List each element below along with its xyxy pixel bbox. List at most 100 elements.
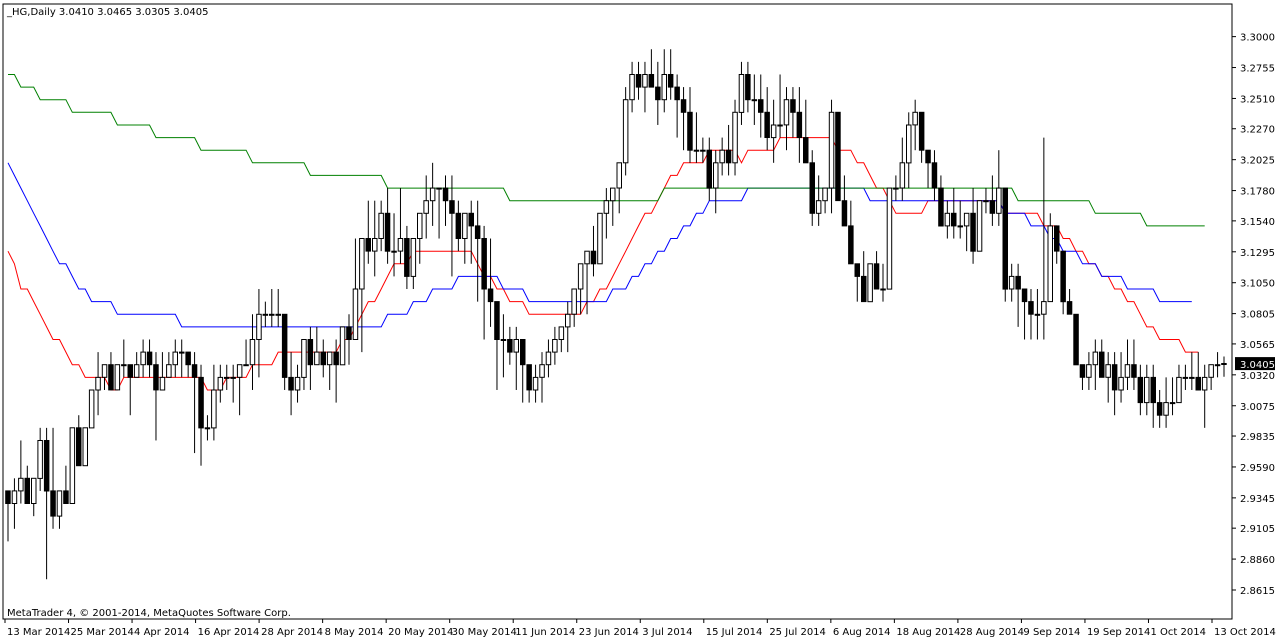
candle: [1060, 250, 1066, 315]
y-tick-label: 3.0805: [1240, 310, 1275, 321]
time-axis[interactable]: 13 Mar 2014 25 Mar 2014 4 Apr 2014 16 Apr 2…: [4, 619, 1276, 638]
bull-candle-body: [1182, 376, 1189, 379]
bull-candle-body: [886, 187, 893, 290]
bear-candle-body: [635, 74, 642, 88]
candle: [236, 364, 243, 416]
bear-candle-body: [758, 99, 764, 113]
bear-candle-body: [108, 364, 114, 391]
candle: [893, 175, 899, 201]
bear-candle-body: [667, 74, 674, 88]
bear-candle-body: [796, 111, 803, 139]
bear-candle-body: [1079, 364, 1086, 378]
bull-candle-body: [121, 364, 127, 367]
bear-candle-body: [442, 187, 449, 202]
candle: [1150, 364, 1156, 428]
bear-candle-body: [50, 490, 56, 517]
candle: [172, 339, 178, 378]
candle: [751, 74, 758, 125]
candle: [95, 352, 101, 416]
candle: [944, 200, 951, 239]
candle: [822, 187, 828, 214]
candle: [1028, 289, 1034, 340]
bull-candle-body: [1163, 402, 1169, 416]
bull-candle-body: [262, 313, 269, 316]
bull-candle-body: [944, 212, 951, 227]
candle: [796, 87, 803, 163]
y-tick-label: 2.9345: [1240, 494, 1275, 505]
candle: [320, 339, 326, 378]
candle: [577, 263, 584, 315]
candle: [410, 238, 417, 290]
candle: [256, 289, 262, 378]
candle: [635, 61, 642, 100]
x-tick-label: 25 Jul 2014: [769, 627, 826, 638]
candle: [365, 200, 371, 264]
bear-candle-body: [198, 376, 204, 429]
y-tick-label: 3.2510: [1240, 94, 1275, 105]
bull-candle-body: [69, 427, 76, 504]
candle: [655, 61, 661, 125]
candle: [269, 289, 275, 327]
candle: [661, 49, 667, 113]
candle: [314, 326, 320, 366]
candle: [931, 150, 938, 201]
candle: [1021, 288, 1028, 340]
bull-candle-body: [899, 162, 906, 189]
candle: [101, 364, 108, 390]
candle: [487, 238, 494, 327]
bear-candle-body: [970, 212, 976, 252]
bull-candle-body: [828, 111, 835, 189]
bull-candle-body: [783, 99, 790, 126]
x-tick-label: 18 Aug 2014: [896, 627, 960, 638]
bear-candle-body: [449, 200, 455, 214]
bear-candle-body: [507, 339, 513, 353]
bear-candle-body: [1137, 376, 1144, 404]
candle: [552, 326, 558, 365]
bear-candle-body: [1131, 364, 1137, 378]
bear-candle-body: [764, 111, 770, 139]
bear-candle-body: [951, 212, 957, 227]
bull-candle-body: [1105, 364, 1111, 378]
bull-candle-body: [230, 376, 236, 379]
bull-candle-body: [159, 376, 166, 391]
bull-candle-body: [963, 212, 970, 227]
candle: [1214, 352, 1221, 378]
bear-candle-body: [1021, 288, 1028, 303]
bear-candle-body: [5, 490, 11, 504]
bear-candle-body: [404, 238, 410, 277]
x-tick-label: 15 Jul 2014: [706, 627, 763, 638]
candle: [455, 200, 462, 252]
candle: [777, 74, 783, 138]
candle: [133, 352, 140, 378]
candle: [204, 415, 211, 441]
bull-candle-body: [114, 364, 121, 391]
bull-candle-body: [622, 99, 629, 164]
bull-candle-body: [822, 187, 828, 202]
candle: [848, 200, 854, 265]
candle: [436, 187, 442, 239]
candle: [539, 352, 545, 403]
candle: [983, 188, 989, 214]
bull-candle-body: [204, 427, 211, 430]
bear-candle-body: [1066, 301, 1073, 315]
candle: [1092, 339, 1099, 390]
candle: [809, 150, 815, 226]
candle: [1189, 352, 1195, 390]
candle: [121, 339, 127, 378]
bull-candle-body: [545, 351, 552, 366]
bear-candle-body: [1099, 351, 1105, 378]
candle: [1221, 356, 1227, 377]
candle: [31, 477, 37, 517]
candle: [352, 238, 359, 340]
bull-candle-body: [815, 200, 822, 214]
bull-candle-body: [513, 339, 519, 353]
candle: [1124, 339, 1131, 390]
bear-candle-body: [861, 275, 867, 303]
candle: [404, 225, 410, 290]
bull-candle-body: [179, 351, 185, 354]
copyright-label: MetaTrader 4, © 2001-2014, MetaQuotes So…: [7, 608, 291, 619]
candle: [468, 200, 474, 264]
price-axis[interactable]: 3.3000 3.2755 3.2510 3.2270 3.2025 3.1780 3.15…: [1232, 33, 1275, 597]
bear-candle-body: [848, 225, 854, 265]
